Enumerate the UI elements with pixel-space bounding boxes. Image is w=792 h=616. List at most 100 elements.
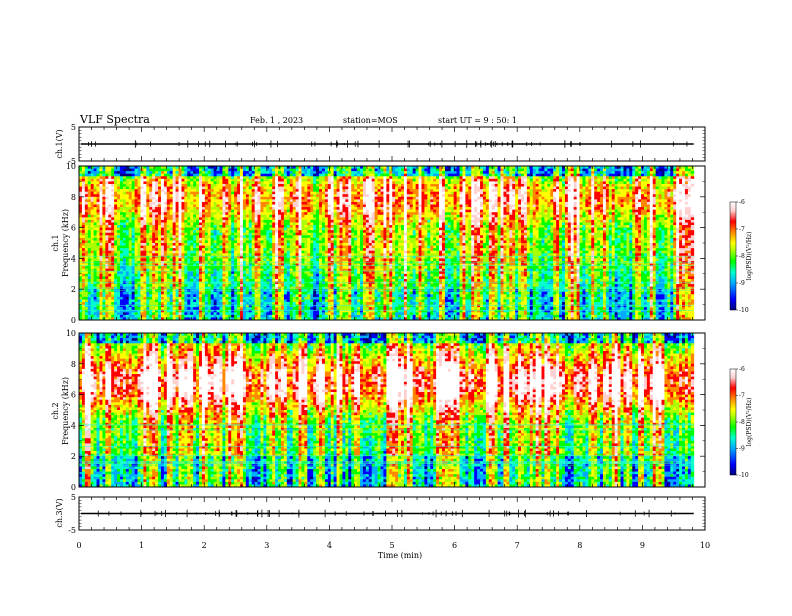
spectrogram-cell: [152, 271, 155, 274]
spectrogram-cell: [138, 212, 141, 215]
spectrogram-cell: [135, 253, 138, 256]
spectrogram-cell: [190, 169, 193, 172]
spectrogram-cell: [240, 279, 243, 282]
spectrogram-cell: [102, 184, 105, 187]
spectrogram-cell: [222, 207, 225, 210]
spectrogram-cell: [275, 266, 278, 269]
spectrogram-cell: [164, 264, 167, 267]
spectrogram-cell: [129, 179, 132, 182]
spectrogram-cell: [287, 233, 290, 236]
spectrogram-cell: [129, 189, 132, 192]
spectrogram-cell: [196, 271, 199, 274]
spectrogram-cell: [167, 264, 170, 267]
spectrogram-cell: [231, 312, 234, 315]
spectrogram-cell: [243, 297, 246, 300]
spectrogram-cell: [214, 192, 217, 195]
spectrogram-cell: [99, 258, 102, 261]
spectrogram-cell: [275, 289, 278, 292]
spectrogram-cell: [287, 202, 290, 205]
spectrogram-cell: [161, 246, 164, 249]
spectrogram-cell: [252, 253, 255, 256]
spectrogram-cell: [170, 205, 173, 208]
spectrogram-cell: [111, 294, 114, 297]
spectrogram-cell: [179, 299, 182, 302]
spectrogram-cell: [217, 184, 220, 187]
spectrogram-cell: [111, 312, 114, 315]
spectrogram-cell: [143, 169, 146, 172]
spectrogram-cell: [99, 205, 102, 208]
spectrogram-cell: [140, 248, 143, 251]
spectrogram-cell: [146, 271, 149, 274]
spectrogram-cell: [310, 202, 313, 205]
spectrogram-cell: [260, 174, 263, 177]
spectrogram-cell: [217, 258, 220, 261]
spectrogram-cell: [158, 171, 161, 174]
spectrogram-cell: [278, 299, 281, 302]
spectrogram-cell: [255, 302, 258, 305]
spectrogram-cell: [143, 274, 146, 277]
spectrogram-cell: [111, 297, 114, 300]
spectrogram-cell: [211, 240, 214, 243]
spectrogram-cell: [170, 264, 173, 267]
spectrogram-cell: [225, 228, 228, 231]
spectrogram-cell: [234, 197, 237, 200]
spectrogram-cell: [258, 276, 261, 279]
spectrogram-cell: [231, 243, 234, 246]
spectrogram-cell: [255, 264, 258, 267]
spectrogram-cell: [161, 276, 164, 279]
spectrogram-cell: [158, 184, 161, 187]
spectrogram-cell: [214, 302, 217, 305]
spectrogram-cell: [272, 240, 275, 243]
spectrogram-cell: [138, 294, 141, 297]
spectrogram-cell: [135, 279, 138, 282]
spectrogram-cell: [167, 169, 170, 172]
spectrogram-cell: [225, 197, 228, 200]
spectrogram-cell: [161, 171, 164, 174]
spectrogram-cell: [158, 194, 161, 197]
spectrogram-cell: [117, 179, 120, 182]
spectrogram-cell: [228, 217, 231, 220]
spectrogram-cell: [278, 305, 281, 308]
spectrogram-cell: [123, 217, 126, 220]
spectrogram-cell: [266, 253, 269, 256]
spectrogram-cell: [237, 284, 240, 287]
spectrogram-cell: [108, 297, 111, 300]
spectrogram-cell: [252, 184, 255, 187]
spectrogram-cell: [281, 294, 284, 297]
spectrogram-cell: [237, 169, 240, 172]
spectrogram-cell: [284, 174, 287, 177]
spectrogram-cell: [202, 205, 205, 208]
spectrogram-cell: [146, 312, 149, 315]
spectrogram-cell: [111, 179, 114, 182]
spectrogram-cell: [222, 212, 225, 215]
spectrogram-cell: [287, 238, 290, 241]
spectrogram-cell: [114, 276, 117, 279]
spectrogram-cell: [258, 253, 261, 256]
spectrogram-cell: [193, 220, 196, 223]
spectrogram-cell: [211, 169, 214, 172]
spectrogram-cell: [111, 222, 114, 225]
spectrogram-cell: [272, 215, 275, 218]
spectrogram-cell: [284, 305, 287, 308]
spectrogram-cell: [225, 312, 228, 315]
spectrogram-cell: [149, 199, 152, 202]
spectrogram-cell: [164, 217, 167, 220]
spectrogram-cell: [225, 279, 228, 282]
spectrogram-cell: [208, 233, 211, 236]
spectrogram-cell: [196, 212, 199, 215]
spectrogram-cell: [299, 279, 302, 282]
spectrogram-cell: [173, 246, 176, 249]
spectrogram-cell: [126, 222, 129, 225]
spectrogram-cell: [181, 179, 184, 182]
spectrogram-cell: [205, 171, 208, 174]
spectrogram-cell: [231, 235, 234, 238]
spectrogram-cell: [234, 276, 237, 279]
spectrogram-cell: [155, 192, 158, 195]
spectrogram-cell: [202, 312, 205, 315]
spectrogram-cell: [287, 251, 290, 254]
spectrogram-cell: [91, 220, 94, 223]
spectrogram-cell: [167, 243, 170, 246]
spectrogram-cell: [111, 305, 114, 308]
spectrogram-cell: [293, 184, 296, 187]
spectrogram-cell: [284, 302, 287, 305]
